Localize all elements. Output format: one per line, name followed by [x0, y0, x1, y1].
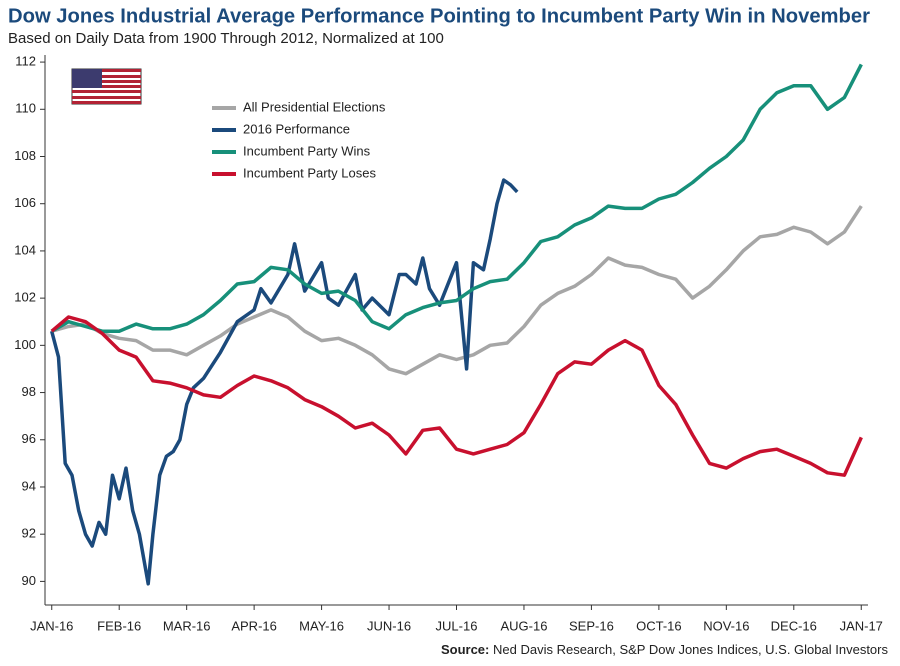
x-tick-label: JUN-16	[367, 618, 411, 633]
y-tick-label: 102	[14, 290, 36, 305]
y-tick-label: 106	[14, 195, 36, 210]
y-tick-label: 90	[22, 573, 36, 588]
source-text: Ned Davis Research, S&P Dow Jones Indice…	[493, 642, 888, 657]
series-line	[50, 315, 863, 477]
y-tick-label: 98	[22, 384, 36, 399]
x-tick-label: JUL-16	[436, 618, 478, 633]
legend-label: 2016 Performance	[243, 121, 350, 136]
legend-label: All Presidential Elections	[243, 99, 386, 114]
source-label: Source:	[441, 642, 489, 657]
y-tick-label: 96	[22, 431, 36, 446]
x-tick-label: MAR-16	[163, 618, 211, 633]
x-tick-label: SEP-16	[569, 618, 614, 633]
series-line	[50, 63, 863, 333]
x-tick-label: JAN-16	[30, 618, 73, 633]
us-flag	[71, 68, 142, 105]
y-tick-label: 110	[15, 101, 36, 116]
chart-title: Dow Jones Industrial Average Performance…	[8, 5, 870, 27]
series-line	[51, 205, 863, 376]
series-line	[50, 178, 519, 586]
y-tick-label: 92	[22, 526, 36, 541]
x-tick-label: JAN-17	[840, 618, 883, 633]
x-tick-label: DEC-16	[771, 618, 817, 633]
x-tick-label: AUG-16	[500, 618, 547, 633]
x-tick-label: MAY-16	[299, 618, 344, 633]
chart-subtitle: Based on Daily Data from 1900 Through 20…	[8, 30, 444, 47]
x-tick-label: FEB-16	[97, 618, 141, 633]
x-tick-label: OCT-16	[636, 618, 682, 633]
y-tick-label: 100	[14, 337, 36, 352]
y-tick-label: 94	[22, 478, 36, 493]
y-tick-label: 104	[14, 242, 36, 257]
y-tick-label: 112	[15, 54, 36, 69]
y-tick-label: 108	[14, 148, 36, 163]
x-tick-label: APR-16	[231, 618, 277, 633]
source: Source: Ned Davis Research, S&P Dow Jone…	[441, 642, 889, 657]
legend-label: Incumbent Party Loses	[243, 165, 376, 180]
x-tick-label: NOV-16	[703, 618, 749, 633]
legend-label: Incumbent Party Wins	[243, 143, 371, 158]
